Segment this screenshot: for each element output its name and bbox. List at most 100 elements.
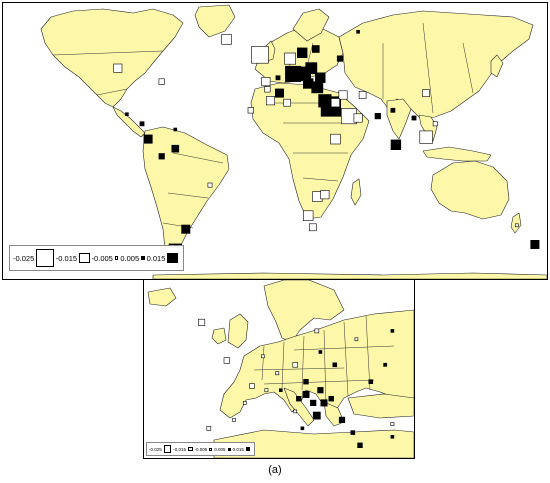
marker-positive	[296, 47, 308, 59]
world-landmass	[40, 4, 547, 279]
legend-item-0: -0.025	[149, 445, 173, 453]
legend-square-pos	[141, 256, 145, 260]
legend-label: -0.025	[149, 446, 162, 452]
marker-negative	[308, 223, 317, 232]
legend-square-pos	[227, 447, 231, 451]
marker-negative	[283, 98, 291, 107]
legend-label: -0.005	[194, 446, 208, 452]
europe-map-legend: -0.025 -0.015 -0.005 0.005 0.015	[146, 442, 256, 456]
marker-negative	[302, 210, 314, 221]
marker-negative	[249, 383, 255, 389]
marker-negative	[261, 354, 265, 359]
marker-negative	[353, 113, 363, 123]
marker-negative	[358, 91, 367, 99]
marker-negative	[198, 318, 206, 326]
marker-positive	[312, 411, 321, 420]
marker-positive	[300, 426, 305, 431]
marker-positive	[302, 390, 310, 398]
marker-positive	[336, 55, 344, 62]
marker-positive	[302, 78, 314, 89]
marker-negative	[251, 46, 269, 64]
marker-positive	[318, 94, 332, 108]
marker-positive	[338, 416, 346, 424]
legend-item-2: -0.005	[195, 447, 215, 452]
marker-negative	[275, 371, 280, 376]
marker-positive	[181, 224, 191, 234]
marker-negative	[314, 328, 320, 334]
legend-item-1: -0.015	[173, 447, 194, 452]
legend-label: 0.005	[120, 253, 140, 263]
europe-map-panel: -0.025 -0.015 -0.005 0.005 0.015	[143, 279, 415, 459]
marker-positive	[411, 115, 417, 121]
marker-negative	[293, 409, 297, 414]
marker-positive	[158, 153, 165, 160]
marker-positive	[390, 107, 396, 113]
marker-positive	[317, 387, 324, 394]
europe-map	[147, 280, 414, 458]
marker-negative	[320, 190, 330, 200]
marker-positive	[390, 139, 402, 150]
europe-landmass	[147, 280, 414, 458]
marker-negative	[113, 63, 123, 73]
marker-negative	[243, 401, 247, 405]
legend-item-4: 0.015	[147, 252, 180, 264]
figure-caption: (a)	[268, 464, 282, 476]
world-map	[40, 4, 547, 279]
marker-positive	[390, 435, 395, 439]
marker-positive	[328, 396, 334, 402]
legend-label: -0.005	[91, 253, 113, 263]
world-markers	[113, 29, 540, 257]
marker-negative	[330, 98, 340, 108]
marker-positive	[530, 240, 540, 250]
legend-label: 0.005	[214, 446, 226, 452]
legend-label: -0.015	[55, 253, 78, 263]
marker-negative	[206, 426, 212, 431]
marker-positive	[350, 430, 356, 435]
marker-negative	[338, 90, 348, 100]
marker-positive	[303, 379, 309, 385]
marker-positive	[296, 396, 302, 402]
marker-negative	[264, 388, 269, 393]
marker-negative	[264, 86, 271, 93]
world-map-panel: -0.025 -0.015 -0.005 0.005 0.015	[2, 2, 548, 280]
world-country-borders	[52, 22, 474, 229]
marker-negative	[223, 357, 230, 364]
marker-negative	[292, 362, 298, 368]
marker-negative	[232, 418, 236, 422]
marker-positive	[311, 45, 320, 53]
marker-positive	[143, 134, 153, 144]
marker-positive	[320, 399, 328, 407]
europe-markers	[196, 318, 395, 448]
marker-positive	[305, 62, 318, 75]
marker-positive	[357, 442, 363, 448]
marker-positive	[125, 112, 129, 116]
marker-negative	[514, 223, 519, 228]
legend-item-2: -0.005	[92, 254, 121, 263]
marker-positive	[383, 362, 388, 367]
marker-positive	[368, 379, 374, 384]
legend-item-1: -0.015	[55, 252, 92, 264]
marker-positive	[318, 350, 323, 354]
marker-positive	[279, 388, 283, 392]
marker-negative	[247, 107, 254, 114]
marker-negative	[221, 34, 232, 45]
legend-square-neg	[163, 445, 172, 453]
marker-positive	[332, 362, 338, 368]
legend-item-4: 0.015	[233, 447, 253, 452]
marker-positive	[356, 29, 360, 34]
marker-positive	[139, 121, 145, 127]
marker-positive	[315, 72, 326, 83]
legend-square-neg	[209, 447, 213, 451]
legend-square-neg	[188, 446, 193, 452]
legend-square-neg	[114, 256, 119, 260]
marker-negative	[330, 133, 341, 145]
marker-positive	[390, 329, 395, 333]
marker-positive	[173, 127, 178, 132]
marker-positive	[171, 144, 180, 153]
world-map-legend: -0.025 -0.015 -0.005 0.005 0.015	[9, 245, 184, 271]
legend-label: 0.015	[232, 446, 244, 452]
legend-square-pos	[167, 252, 178, 264]
marker-positive	[274, 88, 284, 98]
marker-positive	[374, 113, 381, 120]
marker-positive	[275, 75, 281, 81]
